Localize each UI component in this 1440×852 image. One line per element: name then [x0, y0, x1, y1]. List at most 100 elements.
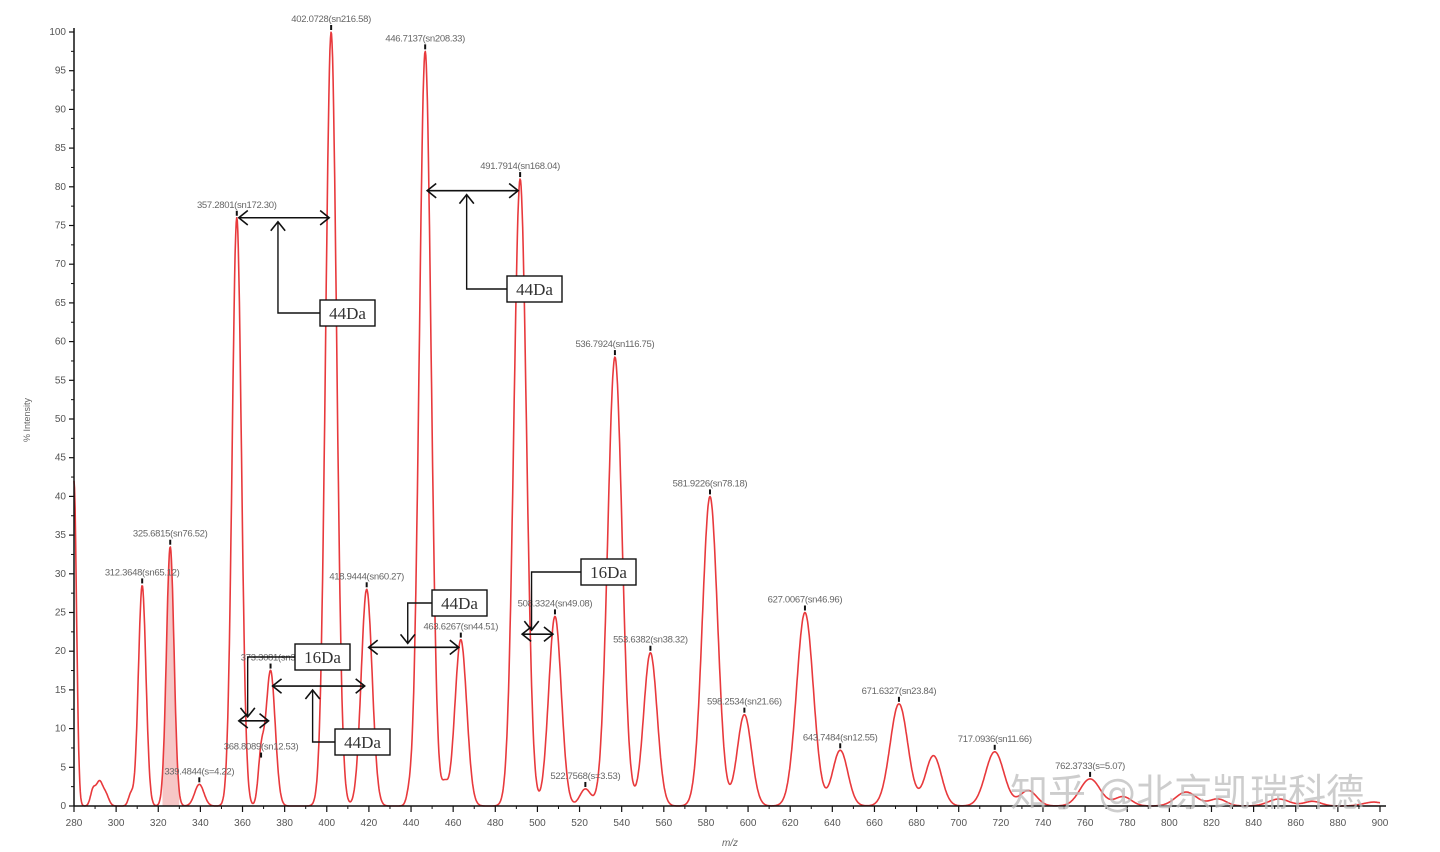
y-tick-label: 55 — [55, 375, 67, 386]
y-tick-label: 20 — [55, 646, 67, 657]
watermark-text: 知乎 @北京凯瑞科德 — [1010, 771, 1364, 815]
y-tick-label: 10 — [55, 724, 67, 735]
delta-annotation-16da: 16Da — [237, 643, 351, 729]
x-tick-label: 620 — [782, 818, 799, 829]
x-tick-label: 280 — [66, 818, 83, 829]
x-axis-title: m/z — [722, 838, 738, 849]
x-tick-label: 740 — [1035, 818, 1052, 829]
peak-label: 357.2801(sn172.30) — [197, 200, 277, 211]
spectrum-trace — [73, 31, 1381, 807]
x-tick-label: 680 — [908, 818, 925, 829]
delta-annotation-44da: 44Da — [367, 589, 488, 656]
y-tick-label: 40 — [55, 491, 67, 502]
x-tick-label: 640 — [824, 818, 841, 829]
x-tick-label: 760 — [1077, 818, 1094, 829]
peak-label: 373.3081(sn38 — [241, 653, 301, 664]
x-tick-label: 800 — [1161, 818, 1178, 829]
delta-label-box — [580, 558, 637, 586]
x-tick-label: 340 — [192, 818, 209, 829]
delta-label-box — [506, 275, 563, 303]
x-tick-label: 360 — [234, 818, 251, 829]
peak-label: 368.8089(sn12.53) — [224, 742, 299, 753]
peak-label: 762.3733(s=5.07) — [1055, 761, 1125, 772]
peak-label: 522.7568(s=3.53) — [550, 771, 620, 782]
x-tick-label: 500 — [529, 818, 546, 829]
peak-label: 463.6267(sn44.51) — [423, 622, 498, 633]
delta-label-text: 44Da — [344, 733, 381, 752]
peak-label: 536.7924(sn116.75) — [575, 339, 654, 350]
y-tick-label: 95 — [55, 66, 67, 77]
x-tick-label: 820 — [1203, 818, 1220, 829]
peak-label: 581.9226(sn78.18) — [673, 478, 748, 489]
x-tick-label: 380 — [276, 818, 293, 829]
x-tick-label: 880 — [1330, 818, 1347, 829]
peak-label: 446.7137(sn208.33) — [385, 33, 465, 44]
x-tick-label: 600 — [740, 818, 757, 829]
y-tick-label: 15 — [55, 685, 67, 696]
y-tick-label: 80 — [55, 182, 67, 193]
peak-label: 325.6815(sn76.52) — [133, 529, 208, 540]
x-tick-label: 900 — [1372, 818, 1389, 829]
peak-label: 312.3648(sn65.12) — [105, 567, 180, 578]
peak-label: 627.0067(sn46.96) — [768, 595, 843, 606]
peak-labels: 312.3648(sn65.12) 325.6815(sn76.52) 339.48… — [105, 14, 1125, 787]
peak-label: 402.0728(sn216.58) — [291, 14, 371, 25]
x-tick-label: 700 — [950, 818, 967, 829]
y-tick-label: 5 — [60, 762, 66, 773]
y-tick-label: 35 — [55, 530, 67, 541]
peak-label: 671.6327(sn23.84) — [862, 686, 937, 697]
y-tick-label: 50 — [55, 414, 67, 425]
peak-label: 491.7914(sn168.04) — [480, 161, 560, 172]
x-tick-label: 420 — [361, 818, 378, 829]
x-tick-label: 440 — [403, 818, 420, 829]
x-tick-label: 300 — [108, 818, 125, 829]
x-tick-label: 660 — [866, 818, 883, 829]
y-tick-label: 25 — [55, 608, 67, 619]
shaded-area — [162, 546, 180, 806]
x-tick-label: 400 — [318, 818, 335, 829]
x-tick-label: 860 — [1287, 818, 1304, 829]
delta-label-box — [319, 299, 376, 327]
x-tick-label: 480 — [487, 818, 504, 829]
y-tick-label: 90 — [55, 104, 67, 115]
axes: 280 300 320 340 360 380 400 420 440 460 480 500 520 5… — [49, 27, 1388, 829]
peak-label: 717.0936(sn11.66) — [958, 734, 1032, 745]
y-tick-label: 0 — [60, 801, 66, 812]
y-tick-label: 70 — [55, 259, 67, 270]
delta-label-text: 16Da — [590, 563, 627, 582]
x-tick-label: 540 — [613, 818, 630, 829]
delta-label-text: 44Da — [516, 280, 553, 299]
x-tick-label: 520 — [571, 818, 588, 829]
y-tick-label: 45 — [55, 453, 67, 464]
delta-label-box — [294, 643, 351, 671]
y-tick-label: 75 — [55, 221, 67, 232]
y-tick-label: 85 — [55, 143, 67, 154]
peak-label: 508.3324(sn49.08) — [518, 598, 593, 609]
x-tick-label: 460 — [445, 818, 462, 829]
delta-label-text: 16Da — [304, 648, 341, 667]
delta-annotation-16da: 16Da — [520, 558, 637, 642]
delta-annotation-44da: 44Da — [237, 209, 376, 327]
delta-annotation-44da: 44Da — [425, 182, 563, 303]
y-axis-title: % Intensity — [22, 397, 32, 442]
delta-label-text: 44Da — [441, 594, 478, 613]
y-tick-label: 100 — [49, 27, 66, 38]
delta-label-text: 44Da — [329, 304, 366, 323]
x-tick-label: 720 — [992, 818, 1009, 829]
peak-label: 643.7484(sn12.55) — [803, 732, 878, 743]
shaded-peak-area — [162, 546, 180, 806]
peak-label: 418.9444(sn60.27) — [329, 571, 404, 582]
x-tick-label: 580 — [698, 818, 715, 829]
x-tick-label: 840 — [1245, 818, 1262, 829]
delta-label-box — [334, 728, 391, 756]
peak-label: 339.4844(s=4.22) — [164, 766, 234, 777]
peak-label: 598.2534(sn21.66) — [707, 697, 782, 708]
x-tick-label: 320 — [150, 818, 167, 829]
y-tick-label: 65 — [55, 298, 67, 309]
x-tick-label: 560 — [655, 818, 672, 829]
peak-label: 553.6382(sn38.32) — [613, 635, 688, 646]
delta-annotations: 44Da 44Da 16Da 44Da 44Da 16Da — [237, 182, 637, 756]
x-tick-label: 780 — [1119, 818, 1136, 829]
spectrum-line — [73, 31, 1381, 807]
